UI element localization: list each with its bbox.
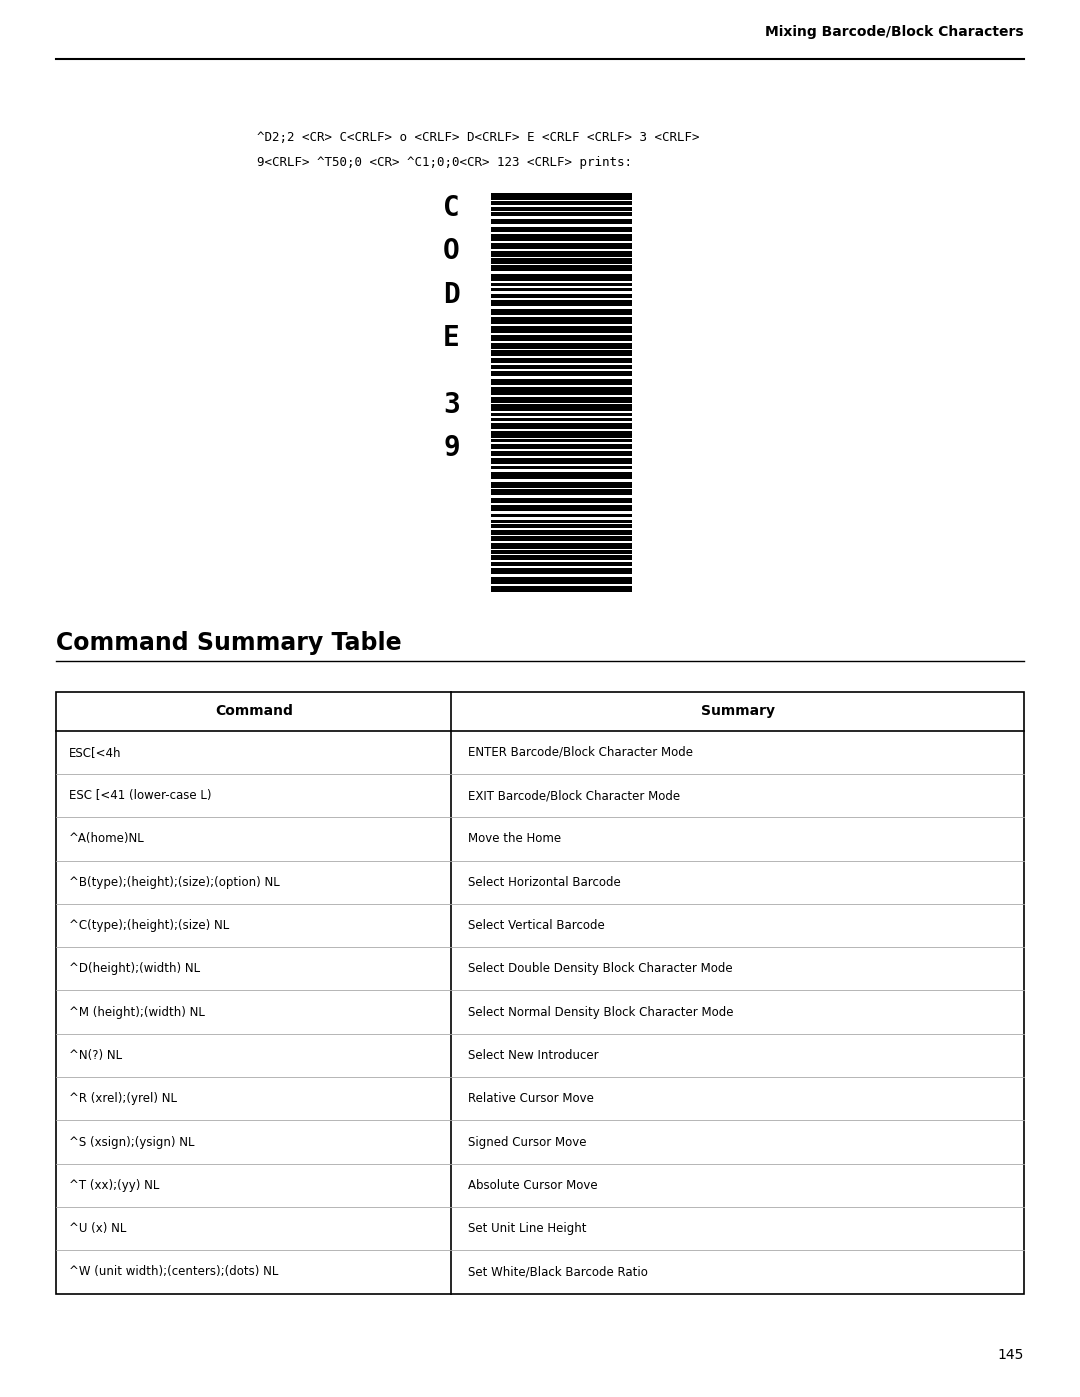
Text: Select Vertical Barcode: Select Vertical Barcode <box>468 919 605 932</box>
Bar <box>491 219 632 224</box>
Text: ^D2;2 <CR> C<CRLF> o <CRLF> D<CRLF> E <CRLF <CRLF> 3 <CRLF>: ^D2;2 <CR> C<CRLF> o <CRLF> D<CRLF> E <C… <box>257 131 700 144</box>
Bar <box>491 414 632 416</box>
Bar <box>491 423 632 429</box>
Bar <box>491 265 632 271</box>
Text: 9<CRLF> ^T50;0 <CR> ^C1;0;0<CR> 123 <CRLF> prints:: 9<CRLF> ^T50;0 <CR> ^C1;0;0<CR> 123 <CRL… <box>257 156 632 169</box>
Text: 145: 145 <box>998 1348 1024 1362</box>
Bar <box>491 326 632 332</box>
Bar <box>491 274 632 281</box>
Text: ENTER Barcode/Block Character Mode: ENTER Barcode/Block Character Mode <box>468 746 692 759</box>
Bar <box>491 451 632 455</box>
Bar <box>491 193 632 200</box>
Bar <box>491 397 632 402</box>
Bar <box>491 300 632 306</box>
Text: Move the Home: Move the Home <box>468 833 561 845</box>
Bar <box>491 317 632 324</box>
Bar <box>491 372 632 376</box>
Bar <box>491 365 632 369</box>
Bar <box>491 499 632 503</box>
Bar <box>491 504 632 511</box>
Bar <box>491 555 632 560</box>
Bar <box>491 233 632 242</box>
Bar <box>491 258 632 264</box>
Bar <box>491 467 632 469</box>
Text: ^W (unit width);(centers);(dots) NL: ^W (unit width);(centers);(dots) NL <box>69 1266 279 1278</box>
Bar <box>491 351 632 356</box>
Bar <box>491 250 632 257</box>
Text: Command: Command <box>215 704 293 718</box>
Text: Set White/Black Barcode Ratio: Set White/Black Barcode Ratio <box>468 1266 648 1278</box>
Bar <box>491 536 632 541</box>
Text: Set Unit Line Height: Set Unit Line Height <box>468 1222 586 1235</box>
Text: C: C <box>443 194 460 222</box>
Text: ^U (x) NL: ^U (x) NL <box>69 1222 126 1235</box>
Text: Select Double Density Block Character Mode: Select Double Density Block Character Mo… <box>468 963 732 975</box>
Bar <box>491 444 632 450</box>
Bar <box>491 226 632 232</box>
Text: D: D <box>443 281 460 309</box>
Text: 9: 9 <box>443 434 460 462</box>
Text: ESC [<41 (lower-case L): ESC [<41 (lower-case L) <box>69 789 212 802</box>
Bar <box>491 379 632 384</box>
Bar <box>491 358 632 363</box>
Bar <box>491 212 632 217</box>
Bar <box>491 514 632 517</box>
Bar <box>491 293 632 298</box>
Bar <box>491 562 632 566</box>
Bar <box>491 284 632 286</box>
Text: Relative Cursor Move: Relative Cursor Move <box>468 1092 594 1105</box>
Text: ^D(height);(width) NL: ^D(height);(width) NL <box>69 963 200 975</box>
Text: ^B(type);(height);(size);(option) NL: ^B(type);(height);(size);(option) NL <box>69 876 280 888</box>
Bar <box>491 430 632 437</box>
Bar <box>491 569 632 574</box>
Bar <box>491 207 632 211</box>
Text: Absolute Cursor Move: Absolute Cursor Move <box>468 1179 597 1192</box>
Bar <box>491 418 632 420</box>
Text: ESC[<4h: ESC[<4h <box>69 746 122 759</box>
Bar <box>491 587 632 592</box>
Bar <box>491 577 632 584</box>
Text: Mixing Barcode/Block Characters: Mixing Barcode/Block Characters <box>766 25 1024 39</box>
Bar <box>491 201 632 205</box>
Text: ^T (xx);(yy) NL: ^T (xx);(yy) NL <box>69 1179 160 1192</box>
Bar <box>491 335 632 341</box>
Bar <box>491 243 632 249</box>
Bar <box>491 344 632 349</box>
Text: Signed Cursor Move: Signed Cursor Move <box>468 1136 586 1148</box>
Text: ^C(type);(height);(size) NL: ^C(type);(height);(size) NL <box>69 919 229 932</box>
Text: O: O <box>443 237 460 265</box>
Bar <box>491 543 632 549</box>
Bar <box>491 550 632 553</box>
Text: Select Normal Density Block Character Mode: Select Normal Density Block Character Mo… <box>468 1006 733 1018</box>
Text: ^N(?) NL: ^N(?) NL <box>69 1049 122 1062</box>
Bar <box>491 458 632 464</box>
Text: Select New Introducer: Select New Introducer <box>468 1049 598 1062</box>
Bar <box>491 529 632 535</box>
Text: ^S (xsign);(ysign) NL: ^S (xsign);(ysign) NL <box>69 1136 194 1148</box>
Bar <box>491 489 632 496</box>
Text: EXIT Barcode/Block Character Mode: EXIT Barcode/Block Character Mode <box>468 789 679 802</box>
Text: Summary: Summary <box>701 704 774 718</box>
Text: Select Horizontal Barcode: Select Horizontal Barcode <box>468 876 620 888</box>
Text: ^R (xrel);(yrel) NL: ^R (xrel);(yrel) NL <box>69 1092 177 1105</box>
Bar <box>491 288 632 292</box>
Text: ^A(home)NL: ^A(home)NL <box>69 833 145 845</box>
Text: E: E <box>443 324 460 352</box>
Bar <box>491 309 632 316</box>
Text: 3: 3 <box>443 391 460 419</box>
Bar <box>491 524 632 528</box>
Text: ^M (height);(width) NL: ^M (height);(width) NL <box>69 1006 205 1018</box>
Bar <box>491 482 632 488</box>
Bar <box>491 520 632 524</box>
Bar <box>491 472 632 479</box>
Bar <box>491 404 632 411</box>
Text: Command Summary Table: Command Summary Table <box>56 631 402 655</box>
Bar <box>491 387 632 395</box>
Bar <box>491 439 632 441</box>
